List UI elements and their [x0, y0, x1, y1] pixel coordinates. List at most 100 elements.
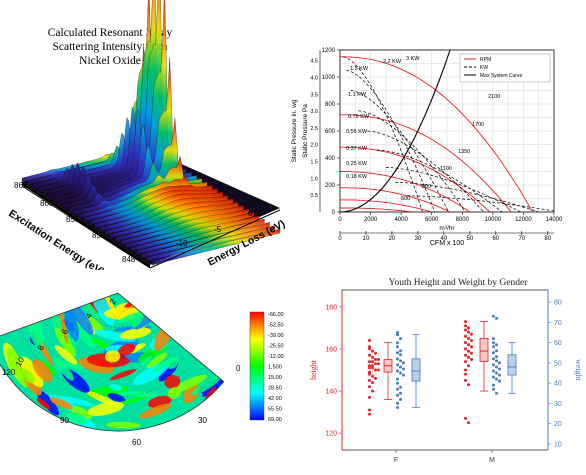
rixs-title-line-2: Scattering Intensity from — [53, 41, 168, 53]
fan-m3-tick: 10000 — [485, 217, 502, 223]
youth-point — [467, 343, 470, 347]
polar-radial-tick: 4 — [84, 311, 94, 320]
youth-height-tick: 180 — [325, 304, 337, 311]
colorbar-tick: -25.50 — [268, 344, 284, 350]
fan-m3-tick: 4000 — [394, 217, 408, 223]
youth-point — [492, 369, 495, 373]
youth-point — [396, 331, 399, 334]
youth-point — [368, 395, 371, 399]
youth-point — [470, 351, 473, 355]
rixs-ridges — [21, 0, 281, 266]
rixs-x-tick: 0 — [248, 209, 253, 218]
youth-point — [396, 406, 399, 409]
polar-blob — [166, 356, 179, 369]
youth-weight-tick: 70 — [554, 320, 562, 327]
fan-kw-curve — [385, 167, 521, 212]
colorbar-tick: 1.500 — [268, 365, 282, 371]
polar-blob — [153, 360, 169, 373]
youth-point — [464, 368, 467, 372]
youth-weight-tick: 30 — [554, 401, 562, 408]
fan-rpm-curve — [340, 146, 491, 212]
youth-category-label: F — [394, 457, 398, 464]
rixs-y-tick: 862 — [14, 181, 28, 190]
rixs-3d-svg: Calculated Resonant X-ray Scattering Int… — [6, 0, 287, 278]
youth-boxplot-svg: Youth Height and Weight by Gender 120 140… — [309, 278, 583, 464]
fan-cfm-tick: 50 — [467, 236, 474, 242]
colorbar-tick: -66.00 — [268, 312, 284, 318]
fan-ylabel-pa: Static Pressure Pa — [302, 104, 309, 158]
youth-point — [495, 355, 498, 359]
youth-point — [402, 361, 405, 365]
youth-point — [464, 320, 467, 324]
polar-outline — [0, 292, 225, 432]
fan-legend-kw: KW — [480, 65, 488, 71]
rixs-x-tick: -5 — [214, 225, 222, 234]
youth-point — [492, 383, 495, 387]
youth-point — [396, 357, 399, 361]
youth-boxes — [368, 314, 517, 425]
polar-blob — [64, 360, 84, 370]
youth-point — [371, 349, 374, 353]
youth-point — [399, 391, 402, 395]
fan-cfm-tick: 20 — [389, 236, 396, 242]
youth-point — [464, 372, 467, 376]
fan-kw-label: 0.55 KW — [346, 129, 368, 135]
youth-weight-tick: 40 — [554, 381, 562, 388]
fan-kw-curve — [407, 195, 554, 212]
youth-axes: 120 140 160 180 10 20 30 40 50 60 70 80 F M — [325, 290, 562, 464]
colorbar-tick: -52.50 — [268, 323, 284, 329]
youth-point — [368, 408, 371, 412]
polar-blob — [19, 368, 35, 384]
fan-in-tick: 2.5 — [310, 126, 318, 132]
fan-kw-label: 0.75 KW — [348, 114, 370, 120]
youth-point — [371, 366, 374, 370]
colorbar — [249, 311, 265, 421]
youth-weight-tick: 50 — [554, 360, 562, 367]
polar-blob — [66, 412, 88, 425]
fan-m3-tick: 0 — [338, 217, 342, 223]
youth-plot-frame — [341, 289, 549, 451]
youth-point — [492, 314, 495, 318]
polar-blob — [167, 387, 182, 399]
polar-blob — [110, 369, 137, 381]
fan-kw-label: 3 KW — [406, 56, 420, 62]
fan-kw-labels: 1.5 KW 1.1 KW 0.75 KW 0.55 KW 0.37 KW 0.25 KW… — [346, 56, 420, 180]
polar-blob — [98, 293, 119, 319]
colorbar-tick: 69.00 — [268, 417, 282, 423]
fan-in-tick: 2.0 — [310, 143, 318, 149]
colorbar-tick: -12.00 — [268, 354, 284, 360]
polar-angle-tick: 120 — [2, 368, 16, 377]
youth-point — [368, 360, 371, 364]
youth-point — [368, 345, 371, 349]
youth-point — [371, 364, 374, 368]
youth-point — [464, 347, 467, 351]
youth-point — [374, 368, 377, 372]
rixs-ridge — [151, 228, 281, 266]
youth-point — [492, 387, 495, 391]
fan-cfm-tick: 40 — [441, 236, 448, 242]
youth-point — [396, 381, 399, 385]
youth-point — [368, 412, 371, 416]
fan-rpm-curve — [340, 207, 414, 212]
rixs-ridge — [141, 222, 270, 259]
youth-point — [495, 316, 498, 320]
youth-point — [402, 373, 405, 377]
youth-point — [396, 377, 399, 381]
fan-kw-curve — [346, 69, 436, 212]
rixs-3d-chart: Calculated Resonant X-ray Scattering Int… — [0, 0, 290, 278]
youth-point — [467, 330, 470, 334]
rixs-ridge — [115, 205, 244, 242]
colorbar-tick: 55.50 — [268, 407, 282, 413]
polar-radial-tick: 2 — [108, 297, 118, 306]
youth-point — [396, 401, 399, 405]
fan-rpm-label: 1100 — [440, 166, 452, 172]
youth-point — [464, 341, 467, 345]
fan-pa-tick: 0 — [332, 210, 336, 216]
youth-point — [399, 365, 402, 369]
polar-blob — [106, 421, 141, 429]
rixs-ridge — [136, 218, 265, 256]
youth-category-label: M — [489, 457, 495, 464]
youth-point — [374, 358, 377, 361]
youth-point — [396, 345, 399, 349]
youth-point — [396, 387, 399, 391]
